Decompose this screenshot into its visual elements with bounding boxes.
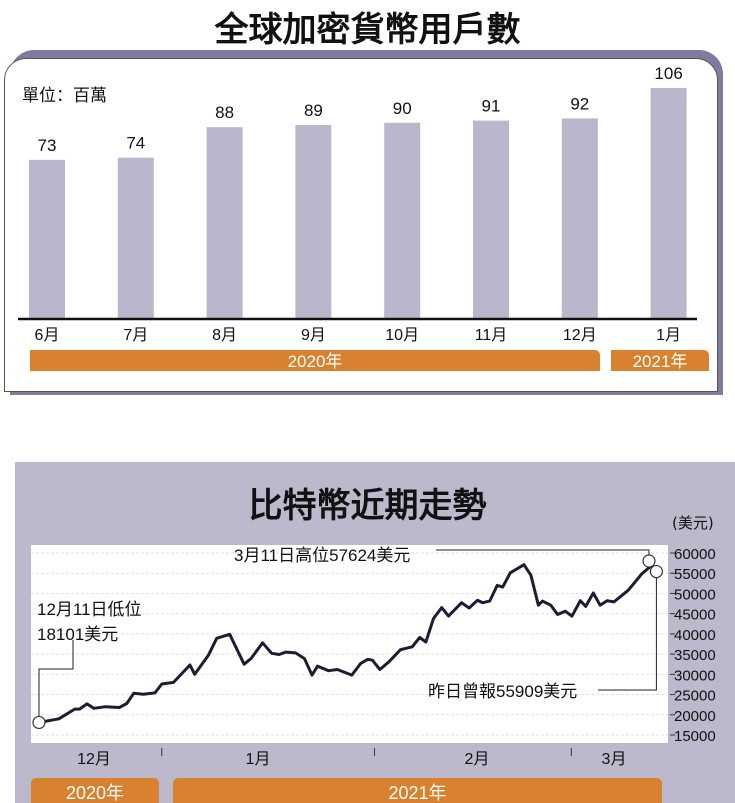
year-band (173, 778, 662, 803)
year-band (31, 778, 159, 803)
x-tick-label: 11月 (475, 327, 508, 344)
bar-value-label: 74 (126, 134, 145, 153)
bar (206, 127, 243, 319)
x-month-label: 3月 (602, 751, 627, 768)
high-point-marker (642, 554, 656, 568)
y-tick-label: 35000 (674, 647, 716, 664)
price-line (38, 563, 658, 724)
y-axis-unit: (美元) (672, 514, 714, 532)
year-label: 2020年 (66, 783, 124, 803)
bar-value-label: 89 (304, 101, 323, 120)
chart1-title: 全球加密貨幣用戶數 (214, 10, 521, 50)
year-band (30, 350, 600, 371)
year-label: 2021年 (633, 352, 688, 371)
annotation-low-line2: 18101美元 (37, 625, 118, 644)
year-band (611, 350, 709, 371)
bar (384, 122, 421, 319)
chart2-title: 比特幣近期走勢 (248, 486, 487, 526)
x-month-label: 1月 (246, 751, 271, 768)
y-tick-label: 55000 (674, 566, 716, 583)
annotation-latest: 昨日曾報55909美元 (428, 682, 577, 701)
bar-value-label: 91 (482, 97, 501, 116)
y-tick-label: 50000 (674, 586, 716, 603)
x-tick-label: 7月 (123, 327, 148, 344)
unit-label: 單位：百萬 (22, 86, 107, 105)
x-tick-label: 8月 (212, 327, 237, 344)
bar (295, 124, 332, 319)
bar (561, 118, 598, 319)
bar-chart: 單位：百萬 73 6月 74 7月 88 8月 89 9月 90 10月 91 11月 92 12月 106 1… (18, 64, 709, 371)
x-tick-label: 6月 (35, 327, 60, 344)
x-month-label: 2月 (465, 751, 490, 768)
y-tick-label: 30000 (674, 667, 716, 684)
latest-point-marker (649, 564, 664, 579)
y-tick-label: 40000 (674, 627, 716, 644)
y-tick-label: 25000 (674, 688, 716, 705)
bar (117, 157, 154, 319)
y-tick-label: 45000 (674, 607, 716, 624)
x-tick-label: 9月 (301, 327, 326, 344)
y-tick-label: 15000 (674, 728, 716, 745)
bar-value-label: 88 (215, 103, 234, 122)
annotation-low-line1: 12月11日低位 (37, 600, 142, 619)
y-tick-label: 60000 (674, 546, 716, 563)
bar-value-label: 90 (393, 99, 412, 118)
bar (29, 159, 65, 319)
year-label: 2021年 (388, 783, 446, 803)
y-tick-label: 20000 (674, 708, 716, 725)
bar (650, 87, 687, 319)
year-label: 2020年 (288, 352, 343, 371)
annotation-high: 3月11日高位57624美元 (234, 546, 410, 565)
bar (473, 120, 509, 320)
plot-area (31, 545, 668, 743)
x-month-label: 12月 (77, 751, 111, 768)
bar-value-label: 73 (38, 136, 57, 155)
leader-line-low (38, 640, 74, 723)
bar-value-label: 106 (654, 64, 682, 83)
low-point-marker (32, 715, 46, 730)
bar-value-label: 92 (570, 94, 589, 113)
x-tick-label: 10月 (385, 327, 419, 344)
x-tick-label: 1月 (656, 327, 681, 344)
leader-line-high (436, 549, 650, 555)
leader-line-latest (598, 577, 657, 691)
x-tick-label: 12月 (563, 327, 597, 344)
